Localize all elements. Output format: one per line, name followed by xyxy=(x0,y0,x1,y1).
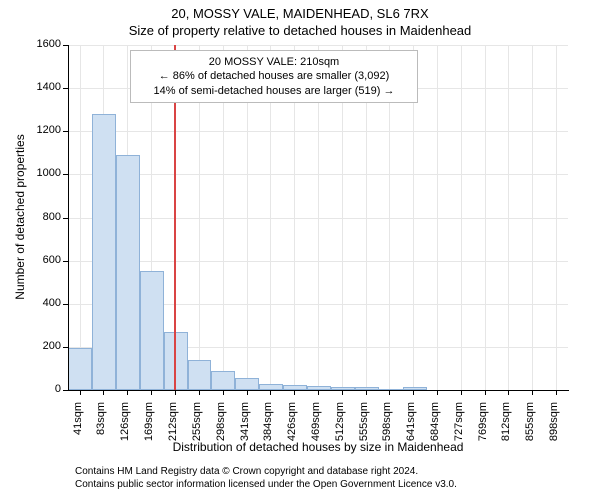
ytick-label: 1000 xyxy=(23,167,61,179)
ytick-label: 1200 xyxy=(23,124,61,136)
xtick-label: 684sqm xyxy=(429,402,441,452)
ytick-label: 200 xyxy=(23,340,61,352)
chart-subtitle: Size of property relative to detached ho… xyxy=(0,21,600,38)
annotation-line1: 20 MOSSY VALE: 210sqm xyxy=(139,55,409,69)
xtick-label: 126sqm xyxy=(119,402,131,452)
xtick-label: 212sqm xyxy=(167,402,179,452)
xtick-label: 426sqm xyxy=(286,402,298,452)
ytick-label: 600 xyxy=(23,254,61,266)
xtick-label: 598sqm xyxy=(381,402,393,452)
ytick-label: 800 xyxy=(23,211,61,223)
ytick-label: 1400 xyxy=(23,81,61,93)
footer-line2: Contains public sector information licen… xyxy=(75,478,457,491)
xtick-label: 812sqm xyxy=(500,402,512,452)
xtick-label: 898sqm xyxy=(548,402,560,452)
xtick-label: 298sqm xyxy=(215,402,227,452)
xtick-label: 384sqm xyxy=(262,402,274,452)
xtick-label: 255sqm xyxy=(191,402,203,452)
xtick-label: 555sqm xyxy=(358,402,370,452)
annotation-line2: ← 86% of detached houses are smaller (3,… xyxy=(139,69,409,83)
xtick-label: 641sqm xyxy=(405,402,417,452)
xtick-label: 83sqm xyxy=(95,402,107,452)
xtick-label: 855sqm xyxy=(524,402,536,452)
xtick-label: 727sqm xyxy=(453,402,465,452)
address-title: 20, MOSSY VALE, MAIDENHEAD, SL6 7RX xyxy=(0,0,600,21)
ytick-label: 400 xyxy=(23,297,61,309)
annotation-line3: 14% of semi-detached houses are larger (… xyxy=(139,84,409,98)
footer-line1: Contains HM Land Registry data © Crown c… xyxy=(75,465,457,478)
xtick-label: 41sqm xyxy=(72,402,84,452)
xtick-label: 341sqm xyxy=(239,402,251,452)
xtick-label: 169sqm xyxy=(143,402,155,452)
footer-attribution: Contains HM Land Registry data © Crown c… xyxy=(75,465,457,491)
xtick-label: 769sqm xyxy=(477,402,489,452)
ytick-label: 0 xyxy=(23,383,61,395)
annotation-box: 20 MOSSY VALE: 210sqm ← 86% of detached … xyxy=(130,50,418,103)
xtick-label: 512sqm xyxy=(334,402,346,452)
ytick-label: 1600 xyxy=(23,38,61,50)
xtick-label: 469sqm xyxy=(310,402,322,452)
chart-container: { "header": { "address": "20, MOSSY VALE… xyxy=(0,0,600,500)
